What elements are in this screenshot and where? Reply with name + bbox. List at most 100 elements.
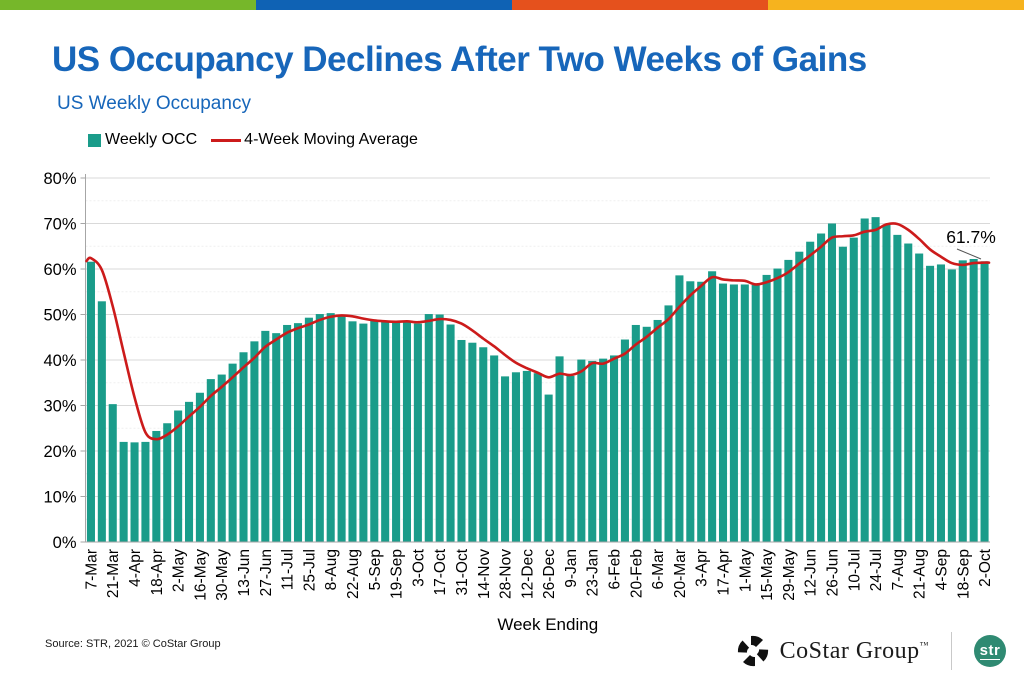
weekly-occ-bar bbox=[817, 233, 826, 542]
x-axis-tick-label: 6-Mar bbox=[650, 549, 667, 589]
x-axis-tick-label: 11-Jul bbox=[280, 549, 297, 590]
weekly-occ-bar bbox=[315, 314, 324, 542]
x-axis-tick-label: 21-Mar bbox=[105, 549, 122, 598]
weekly-occ-bar bbox=[740, 284, 749, 542]
page-subtitle: US Weekly Occupancy bbox=[57, 93, 251, 114]
weekly-occ-bar bbox=[250, 341, 259, 542]
accent-segment-green bbox=[0, 0, 256, 10]
legend-line-swatch-icon bbox=[211, 138, 242, 142]
x-axis-tick-label: 20-Mar bbox=[672, 549, 689, 598]
weekly-occ-bar bbox=[141, 441, 150, 542]
weekly-occ-bar bbox=[163, 423, 172, 542]
y-axis-tick-label: 50% bbox=[43, 307, 76, 325]
weekly-occ-bar bbox=[686, 281, 695, 542]
weekly-occ-bar bbox=[664, 305, 673, 542]
weekly-occ-bar bbox=[228, 363, 237, 542]
weekly-occ-bar bbox=[784, 259, 793, 542]
weekly-occ-bar bbox=[424, 314, 433, 542]
weekly-occ-bar bbox=[555, 356, 564, 542]
weekly-occ-bar bbox=[697, 281, 706, 542]
weekly-occ-bar bbox=[773, 268, 782, 542]
accent-segment-orange bbox=[512, 0, 768, 10]
weekly-occ-bar bbox=[610, 355, 619, 542]
x-axis-tick-label: 3-Oct bbox=[410, 548, 427, 587]
weekly-occ-bar bbox=[827, 223, 837, 542]
y-axis-tick-label: 80% bbox=[43, 170, 76, 188]
weekly-occ-bar bbox=[882, 224, 891, 543]
weekly-occ-bar bbox=[871, 217, 880, 542]
annotation-last-value: 61.7% bbox=[946, 227, 996, 247]
x-axis-tick-label: 12-Dec bbox=[519, 549, 536, 599]
trademark-symbol: ™ bbox=[919, 639, 929, 650]
x-axis-tick-label: 7-Aug bbox=[890, 549, 907, 590]
x-axis-tick-label: 21-Aug bbox=[912, 549, 929, 599]
weekly-occ-bar bbox=[893, 234, 902, 542]
weekly-occ-bar bbox=[566, 375, 575, 542]
x-axis-tick-label: 30-May bbox=[214, 549, 231, 601]
x-axis-tick-label: 31-Oct bbox=[454, 548, 471, 595]
moving-average-line bbox=[85, 222, 991, 441]
weekly-occ-bar bbox=[511, 372, 520, 542]
weekly-occ-bar bbox=[675, 275, 684, 542]
weekly-occ-bar bbox=[348, 321, 357, 542]
x-axis-tick-label: 17-Apr bbox=[716, 549, 733, 596]
x-axis-tick-label: 1-May bbox=[737, 549, 754, 592]
weekly-occ-bar bbox=[435, 314, 444, 542]
weekly-occ-bar bbox=[544, 394, 553, 542]
page-title: US Occupancy Declines After Two Weeks of… bbox=[52, 40, 867, 79]
x-axis-tick-label: 23-Jan bbox=[585, 549, 602, 596]
weekly-occ-bar bbox=[762, 274, 771, 542]
weekly-occ-bar bbox=[795, 251, 804, 542]
x-axis-tick-label: 3-Apr bbox=[694, 549, 711, 587]
chart-legend: Weekly OCC 4-Week Moving Average bbox=[88, 131, 418, 149]
weekly-occ-bar bbox=[620, 339, 629, 542]
weekly-occ-bar bbox=[261, 330, 270, 542]
y-axis-tick-label: 70% bbox=[43, 216, 76, 234]
x-axis-tick-label: 26-Dec bbox=[541, 549, 558, 599]
weekly-occ-bar bbox=[599, 358, 608, 542]
weekly-occ-bar bbox=[195, 392, 204, 542]
weekly-occ-bar bbox=[533, 373, 542, 542]
weekly-occ-bar bbox=[479, 347, 488, 542]
weekly-occ-bar bbox=[359, 323, 368, 542]
weekly-occ-bar bbox=[838, 246, 847, 542]
weekly-occ-bar bbox=[184, 401, 194, 542]
weekly-occ-bar bbox=[239, 352, 248, 542]
x-axis-tick-label: 17-Oct bbox=[432, 548, 449, 595]
legend-line-label: 4-Week Moving Average bbox=[244, 131, 418, 148]
weekly-occ-bar bbox=[402, 321, 412, 542]
weekly-occ-bar bbox=[958, 260, 967, 542]
x-axis-tick-label: 13-Jun bbox=[236, 549, 253, 596]
weekly-occ-bar bbox=[174, 410, 183, 542]
x-axis-tick-label: 5-Sep bbox=[367, 549, 384, 590]
weekly-occ-bar bbox=[413, 323, 422, 542]
weekly-occ-bar bbox=[915, 253, 924, 542]
weekly-occ-bar bbox=[522, 370, 531, 542]
weekly-occ-bar bbox=[283, 324, 292, 542]
weekly-occ-bar bbox=[304, 317, 313, 542]
x-axis-tick-label: 12-Jun bbox=[803, 549, 820, 596]
weekly-occ-bar bbox=[370, 319, 379, 542]
x-axis-tick-label: 15-May bbox=[759, 549, 776, 601]
x-axis-tick-label: 27-Jun bbox=[258, 549, 275, 596]
weekly-occ-bar bbox=[490, 355, 499, 542]
weekly-occ-bar bbox=[326, 313, 335, 542]
weekly-occ-bar bbox=[468, 342, 477, 542]
weekly-occ-bar bbox=[457, 339, 466, 542]
x-axis-tick-label: 2-May bbox=[171, 549, 188, 592]
weekly-occ-bar bbox=[217, 374, 226, 542]
accent-segment-blue bbox=[256, 0, 512, 10]
x-axis-tick-label: 7-Mar bbox=[83, 549, 100, 589]
weekly-occ-bar bbox=[936, 264, 945, 542]
weekly-occ-bar bbox=[708, 271, 717, 542]
weekly-occ-bar bbox=[119, 441, 128, 542]
x-axis-tick-label: 6-Feb bbox=[607, 549, 624, 590]
x-axis-title: Week Ending bbox=[497, 615, 598, 634]
y-axis-tick-label: 60% bbox=[43, 261, 76, 279]
x-axis-tick-label: 10-Jul bbox=[846, 549, 863, 591]
source-note: Source: STR, 2021 © CoStar Group bbox=[45, 638, 221, 650]
legend-bar-swatch-icon bbox=[88, 133, 101, 147]
weekly-occ-bar bbox=[337, 316, 346, 542]
